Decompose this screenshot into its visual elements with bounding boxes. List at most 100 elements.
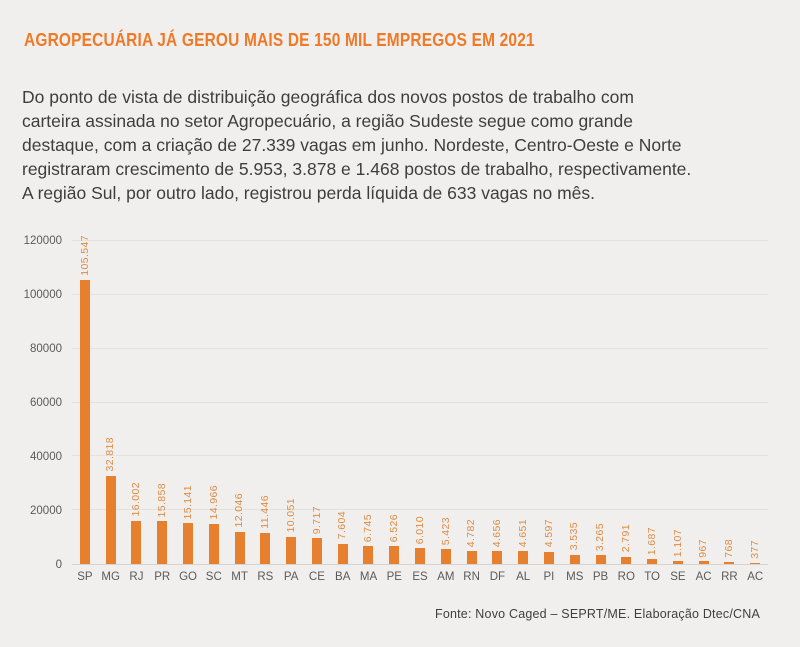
bar-slot: 5.423 bbox=[433, 241, 459, 564]
bar-value-label: 4.597 bbox=[542, 519, 555, 548]
bar-value-label: 9.717 bbox=[310, 505, 323, 534]
plot-area: 105.547 32.818 16.002 15.858 15.141 14.966 12.… bbox=[72, 235, 768, 565]
bar-value-label: 4.651 bbox=[516, 519, 529, 548]
bar-value-label: 11.446 bbox=[259, 495, 272, 530]
x-axis-label: GO bbox=[179, 571, 197, 583]
bar-slot: 967 bbox=[691, 241, 717, 564]
bar-slot: 2.791 bbox=[613, 241, 639, 564]
bar bbox=[363, 545, 374, 564]
bar-slot: 1.107 bbox=[665, 241, 691, 564]
bar bbox=[157, 521, 168, 564]
x-axis-label: RJ bbox=[129, 571, 144, 583]
bar bbox=[698, 561, 709, 564]
bar bbox=[672, 561, 683, 564]
bar bbox=[415, 547, 426, 564]
bar bbox=[286, 536, 297, 564]
bar-value-label: 3.265 bbox=[594, 522, 607, 552]
bar bbox=[131, 520, 142, 564]
gridline bbox=[72, 455, 768, 457]
bar bbox=[750, 563, 761, 564]
bar bbox=[724, 561, 735, 564]
x-axis-label: MS bbox=[566, 571, 584, 583]
x-axis-label: AC bbox=[695, 571, 712, 583]
bar-value-label: 7.604 bbox=[336, 511, 349, 540]
bar-slot: 10.051 bbox=[278, 241, 304, 564]
bar-slot: 15.858 bbox=[149, 241, 175, 564]
intro-line: Do ponto de vista de distribuição geográ… bbox=[22, 87, 634, 107]
x-axis-label: MT bbox=[231, 571, 248, 583]
y-axis-tick-label: 40000 bbox=[30, 451, 62, 464]
bar-slot: 11.446 bbox=[252, 241, 278, 564]
bar bbox=[647, 559, 658, 564]
x-axis-label: RS bbox=[257, 571, 274, 583]
bar-value-label: 32.818 bbox=[104, 437, 117, 472]
x-axis-label: MG bbox=[101, 571, 120, 583]
bar-slot: 3.535 bbox=[562, 241, 588, 564]
bar-value-label: 6.010 bbox=[413, 515, 426, 544]
bar-value-label: 5.423 bbox=[439, 517, 452, 546]
bar-value-label: 12.046 bbox=[233, 493, 246, 528]
bar-slot: 1.687 bbox=[639, 241, 665, 564]
bar-slot: 4.782 bbox=[459, 241, 485, 564]
x-axis-label: PB bbox=[592, 571, 609, 583]
x-axis-label: SP bbox=[77, 571, 93, 583]
bar bbox=[518, 551, 529, 564]
x-axis-label: BA bbox=[335, 571, 351, 583]
bar-value-label: 3.535 bbox=[568, 522, 581, 551]
x-axis-label: RR bbox=[721, 571, 738, 583]
x-axis-label: AC bbox=[747, 571, 764, 583]
bar-slot: 14.966 bbox=[201, 241, 227, 564]
bar bbox=[79, 279, 90, 564]
y-axis-tick-label: 100000 bbox=[23, 289, 62, 301]
x-axis-label: AL bbox=[516, 571, 531, 583]
bar bbox=[543, 551, 554, 564]
bar-slot: 6.745 bbox=[356, 241, 382, 564]
bar-value-label: 768 bbox=[723, 539, 736, 558]
bar-value-label: 1.687 bbox=[645, 527, 658, 556]
y-axis-tick-label: 80000 bbox=[30, 343, 62, 356]
bar-slot: 16.002 bbox=[124, 241, 150, 564]
bar bbox=[105, 475, 116, 564]
bar-chart: 0 20000 40000 60000 80000 100000 120000 105.54… bbox=[22, 235, 768, 583]
gridline bbox=[72, 240, 768, 241]
bar-slot: 377 bbox=[742, 241, 768, 564]
bar bbox=[260, 533, 271, 564]
y-axis-tick-label: 0 bbox=[55, 559, 62, 571]
bar-value-label: 14.966 bbox=[207, 485, 220, 520]
bar bbox=[466, 551, 477, 564]
x-axis-label: SC bbox=[205, 571, 222, 583]
bar-value-label: 16.002 bbox=[130, 482, 143, 517]
y-axis-tick-label: 60000 bbox=[30, 397, 62, 409]
bar-slot: 105.547 bbox=[72, 235, 98, 564]
bar-slot: 4.597 bbox=[536, 241, 562, 564]
x-axis-label: DF bbox=[489, 571, 506, 583]
bar-value-label: 967 bbox=[697, 538, 710, 558]
bar-value-label: 2.791 bbox=[620, 524, 633, 553]
bar-value-label: 1.107 bbox=[671, 528, 684, 558]
gridline bbox=[72, 293, 768, 295]
bar-slot: 12.046 bbox=[227, 241, 253, 564]
bar bbox=[440, 549, 451, 564]
y-axis: 0 20000 40000 60000 80000 100000 120000 bbox=[22, 235, 72, 571]
bar-slot: 4.651 bbox=[510, 241, 536, 564]
bar-value-label: 105.547 bbox=[78, 235, 91, 276]
bar bbox=[595, 555, 606, 564]
x-axis-label: ES bbox=[412, 571, 428, 583]
gridline bbox=[72, 347, 768, 349]
bar-slot: 3.265 bbox=[588, 241, 614, 564]
x-axis-label: PE bbox=[386, 571, 402, 583]
page-title: AGROPECUÁRIA JÁ GEROU MAIS DE 150 MIL EM… bbox=[24, 30, 535, 50]
bar bbox=[183, 523, 194, 564]
bar-value-label: 4.656 bbox=[491, 519, 504, 548]
bar bbox=[492, 551, 503, 564]
bar-value-label: 377 bbox=[748, 540, 761, 559]
bar bbox=[234, 531, 245, 564]
bar-value-label: 4.782 bbox=[465, 518, 478, 548]
bar bbox=[311, 537, 322, 564]
bar bbox=[569, 554, 580, 564]
bar-value-label: 6.526 bbox=[388, 514, 401, 543]
bar-slot: 4.656 bbox=[485, 241, 511, 564]
bar-slot: 6.526 bbox=[381, 241, 407, 564]
x-axis-label: PA bbox=[283, 571, 299, 583]
